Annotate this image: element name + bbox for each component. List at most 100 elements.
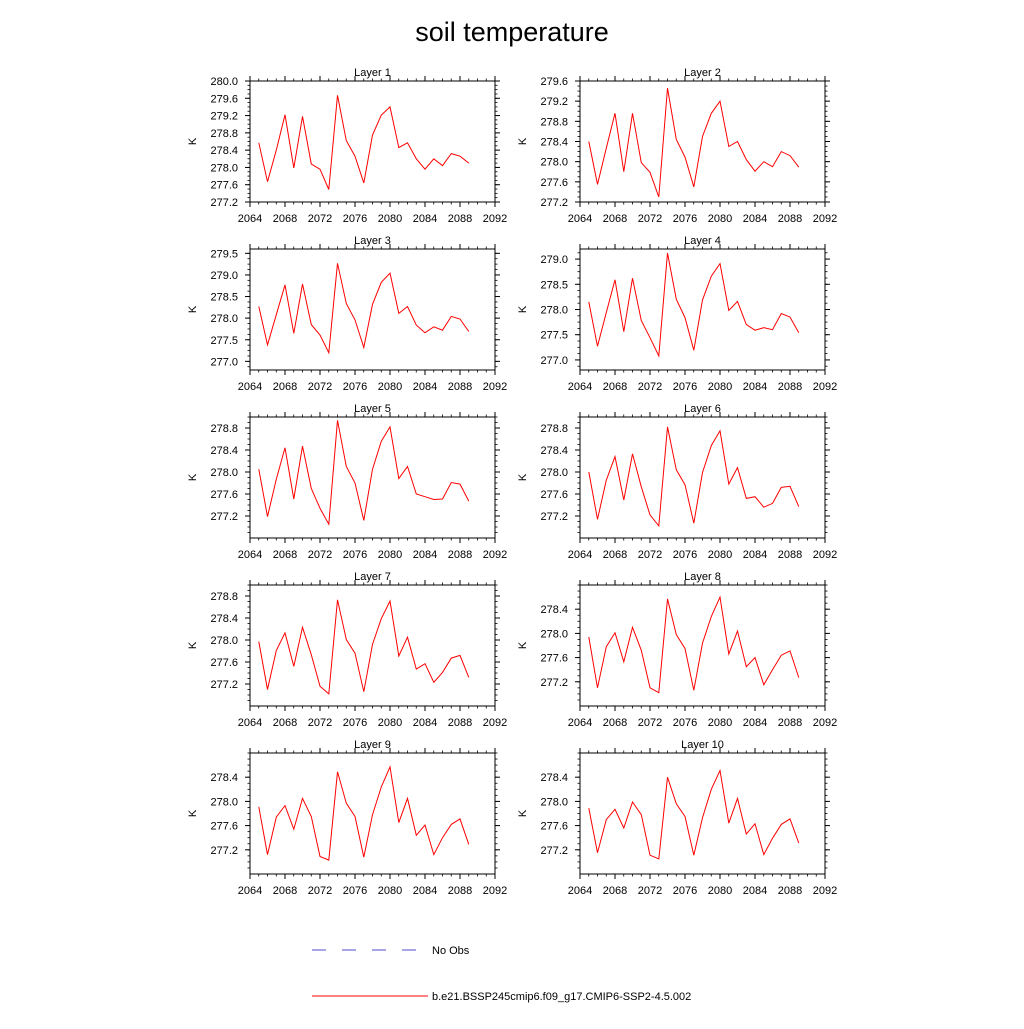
layer-5-ytick-label: 278.8 — [210, 423, 238, 435]
layer-3-ytick-label: 277.5 — [210, 335, 238, 347]
layer-10-series-line — [588, 768, 800, 860]
layer-3-ytick-label: 278.0 — [210, 313, 238, 325]
layer-4-ytick-label: 277.5 — [540, 330, 568, 342]
layer-5-panel: Layer 5 K 2064 2068 2072 2076 2080 2084 2088 2092… — [187, 403, 507, 561]
layer-2-ytick-label: 279.6 — [540, 76, 568, 88]
layer-10-xtick-label: 2088 — [778, 885, 802, 897]
layer-2-xtick-label: 2068 — [603, 213, 627, 225]
layer-8-series-line — [588, 595, 800, 694]
layer-1-ytick-label: 278.8 — [210, 128, 238, 140]
layer-1-xtick-label: 2068 — [273, 213, 297, 225]
layer-6-plot-frame — [579, 416, 826, 539]
layer-3-xtick-label: 2076 — [343, 381, 367, 393]
layer-8-xtick-label: 2080 — [708, 717, 732, 729]
layer-1-xtick-label: 2064 — [238, 213, 262, 225]
layer-10-xtick-label: 2072 — [638, 885, 662, 897]
layer-5-plot-frame — [249, 416, 496, 539]
layer-5-xtick-label: 2084 — [413, 549, 437, 561]
layer-2-ylabel: K — [517, 137, 529, 145]
layer-7-ytick-label: 277.6 — [210, 657, 238, 669]
layer-9-xtick-label: 2080 — [378, 885, 402, 897]
layer-2-xtick-label: 2080 — [708, 213, 732, 225]
layer-2-xtick-label: 2084 — [743, 213, 767, 225]
layer-9-xtick-label: 2084 — [413, 885, 437, 897]
layer-9-xtick-label: 2064 — [238, 885, 262, 897]
layer-10-ytick-label: 277.6 — [540, 821, 568, 833]
layer-4-xtick-label: 2064 — [568, 381, 592, 393]
layer-7-xtick-label: 2084 — [413, 717, 437, 729]
layer-1-ytick-label: 280.0 — [210, 76, 238, 88]
layer-5-ytick-label: 277.2 — [210, 511, 238, 523]
layer-2-series-line — [588, 88, 800, 198]
layer-3-xtick-label: 2088 — [448, 381, 472, 393]
layer-5-xtick-label: 2080 — [378, 549, 402, 561]
layer-3-xtick-label: 2092 — [483, 381, 507, 393]
layer-8-xtick-label: 2088 — [778, 717, 802, 729]
layer-9-title: Layer 9 — [354, 739, 391, 751]
layer-4-xtick-label: 2068 — [603, 381, 627, 393]
layer-3-ytick-label: 278.5 — [210, 292, 238, 304]
layer-1-ytick-label: 278.0 — [210, 162, 238, 174]
layer-7-ytick-label: 278.8 — [210, 591, 238, 603]
layer-2-ytick-label: 278.4 — [540, 137, 568, 149]
layer-4-xtick-label: 2088 — [778, 381, 802, 393]
layer-6-series-line — [588, 426, 800, 528]
layer-7-xtick-label: 2072 — [308, 717, 332, 729]
layer-2-ytick-label: 277.2 — [540, 197, 568, 209]
layer-7-ytick-label: 278.0 — [210, 635, 238, 647]
layer-6-xtick-label: 2084 — [743, 549, 767, 561]
layer-4-panel: Layer 4 K 2064 2068 2072 2076 2080 2084 2088 2092… — [517, 235, 837, 393]
layer-4-xtick-label: 2076 — [673, 381, 697, 393]
layer-9-xtick-label: 2072 — [308, 885, 332, 897]
layer-7-xtick-label: 2068 — [273, 717, 297, 729]
layer-6-xtick-label: 2076 — [673, 549, 697, 561]
layer-6-xtick-label: 2064 — [568, 549, 592, 561]
layer-8-xtick-label: 2076 — [673, 717, 697, 729]
layer-9-ylabel: K — [187, 809, 199, 817]
layer-1-ytick-label: 279.2 — [210, 111, 238, 123]
layer-1-series-line — [258, 95, 470, 190]
layer-6-xtick-label: 2092 — [813, 549, 837, 561]
layer-5-xtick-label: 2068 — [273, 549, 297, 561]
layer-8-ytick-label: 278.4 — [540, 604, 568, 616]
layer-8-ytick-label: 277.2 — [540, 677, 568, 689]
layer-1-xtick-label: 2088 — [448, 213, 472, 225]
layer-1-ytick-label: 278.4 — [210, 145, 238, 157]
layer-8-xtick-label: 2068 — [603, 717, 627, 729]
layer-2-xtick-label: 2064 — [568, 213, 592, 225]
layer-3-xtick-label: 2084 — [413, 381, 437, 393]
layer-8-panel: Layer 8 K 2064 2068 2072 2076 2080 2084 2088 2092… — [517, 571, 837, 729]
layer-2-ytick-label: 277.6 — [540, 177, 568, 189]
layer-10-xtick-label: 2064 — [568, 885, 592, 897]
legend-obs-label: No Obs — [432, 945, 470, 957]
layer-6-xtick-label: 2080 — [708, 549, 732, 561]
layer-5-xtick-label: 2088 — [448, 549, 472, 561]
layer-2-ytick-label: 278.0 — [540, 157, 568, 169]
layer-4-xtick-label: 2080 — [708, 381, 732, 393]
layer-10-xtick-label: 2080 — [708, 885, 732, 897]
layer-3-ytick-label: 279.0 — [210, 270, 238, 282]
layer-2-xtick-label: 2088 — [778, 213, 802, 225]
layer-4-ytick-label: 278.0 — [540, 305, 568, 317]
layer-6-ytick-label: 277.6 — [540, 489, 568, 501]
layer-5-xtick-label: 2064 — [238, 549, 262, 561]
layer-6-xtick-label: 2088 — [778, 549, 802, 561]
layer-1-panel: Layer 1 K 2064 2068 2072 2076 2080 2084 2088 2092… — [187, 67, 507, 225]
layer-10-title: Layer 10 — [681, 739, 724, 751]
layer-9-xtick-label: 2076 — [343, 885, 367, 897]
legend: No Obs b.e21.BSSP245cmip6.f09_g17.CMIP6-… — [312, 945, 691, 1003]
layer-1-ytick-label: 277.6 — [210, 180, 238, 192]
layer-1-xtick-label: 2084 — [413, 213, 437, 225]
layer-3-ylabel: K — [187, 305, 199, 313]
layer-1-xtick-label: 2092 — [483, 213, 507, 225]
layer-3-xtick-label: 2064 — [238, 381, 262, 393]
layer-5-xtick-label: 2092 — [483, 549, 507, 561]
layer-3-plot-frame — [249, 248, 496, 371]
layer-7-xtick-label: 2092 — [483, 717, 507, 729]
layer-5-ytick-label: 278.4 — [210, 445, 238, 457]
layer-2-panel: Layer 2 K 2064 2068 2072 2076 2080 2084 2088 2092… — [517, 67, 837, 225]
layer-1-ytick-label: 277.2 — [210, 197, 238, 209]
layer-3-ytick-label: 277.0 — [210, 356, 238, 368]
layer-2-xtick-label: 2072 — [638, 213, 662, 225]
chart-panels: Layer 1 K 2064 2068 2072 2076 2080 2084 2088 2092… — [187, 67, 837, 897]
